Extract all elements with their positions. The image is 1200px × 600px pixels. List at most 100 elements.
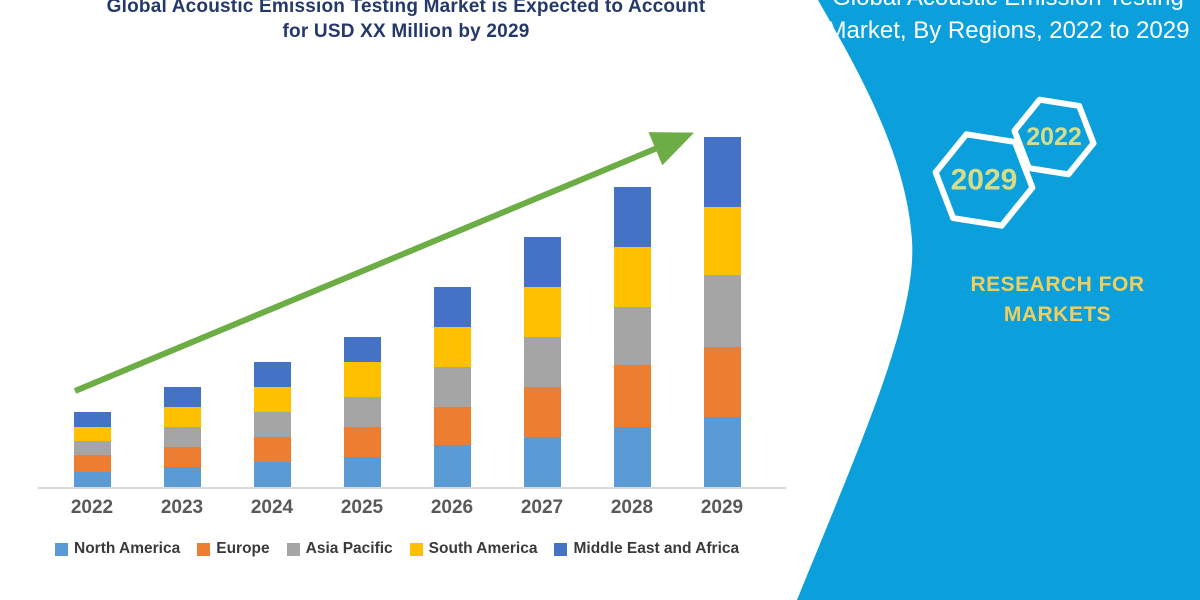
x-tick-label-2027: 2027 — [520, 497, 564, 518]
bar-segment-north-america — [613, 427, 651, 487]
x-tick-label-2025: 2025 — [340, 497, 384, 518]
chart-legend: North America Europe Asia Pacific South Ame… — [55, 540, 739, 558]
x-tick-label-2024: 2024 — [250, 497, 294, 518]
x-axis-labels: 2022 2023 2024 2025 2026 2027 2028 2029 — [47, 497, 767, 519]
stacked-bar-2025 — [343, 337, 381, 487]
x-tick-label-2026: 2026 — [430, 497, 474, 518]
legend-swatch — [286, 542, 300, 556]
bar-segment-middle-east-and-africa — [523, 237, 561, 287]
bar-segment-middle-east-and-africa — [703, 137, 741, 207]
bar-segment-south-america — [523, 287, 561, 337]
bar-segment-south-america — [703, 207, 741, 275]
bar-segment-north-america — [703, 417, 741, 487]
legend-label: Asia Pacific — [305, 540, 393, 557]
bar-segment-south-america — [253, 387, 291, 412]
bar-segment-south-america — [613, 247, 651, 307]
stacked-bar-2028 — [613, 187, 651, 487]
bar-column-2024 — [227, 60, 317, 487]
bar-segment-asia-pacific — [433, 367, 471, 407]
bar-segment-middle-east-and-africa — [433, 287, 471, 327]
x-axis-line — [38, 487, 786, 489]
bar-segment-middle-east-and-africa — [343, 337, 381, 362]
bar-segment-south-america — [73, 427, 111, 441]
bar-column-2026 — [407, 60, 497, 487]
legend-swatch — [55, 542, 68, 556]
stacked-bar-2029 — [703, 137, 741, 487]
brand-line2: MARKETS — [1003, 303, 1112, 326]
hexagon-badge-2022: 2022 — [1011, 96, 1097, 178]
bar-segment-north-america — [343, 457, 381, 487]
bar-segment-middle-east-and-africa — [253, 362, 291, 387]
bar-segment-south-america — [163, 407, 201, 427]
legend-swatch — [409, 542, 423, 556]
plot-area — [47, 60, 767, 487]
bar-segment-north-america — [433, 444, 471, 487]
hexagon-outline — [1011, 96, 1097, 178]
hexagon-badge-2029: 2029 — [932, 131, 1036, 229]
bar-segment-north-america — [73, 472, 111, 487]
bar-segment-asia-pacific — [703, 274, 741, 347]
stacked-bar-2024 — [253, 362, 291, 487]
bar-segment-europe — [343, 427, 381, 457]
panel-title: Global Acoustic Emission Testing Market,… — [822, 0, 1194, 47]
bar-segment-middle-east-and-africa — [163, 387, 201, 407]
bar-column-2029 — [677, 60, 767, 487]
stacked-bar-2023 — [163, 387, 201, 487]
bar-segment-middle-east-and-africa — [613, 187, 651, 247]
legend-item-asia-pacific: Asia Pacific — [286, 540, 393, 558]
bar-segment-middle-east-and-africa — [73, 412, 111, 427]
bar-segment-asia-pacific — [343, 397, 381, 427]
bar-segment-europe — [433, 407, 471, 445]
legend-label: North America — [74, 540, 181, 557]
cyan-wave-path — [797, 0, 1200, 600]
stacked-bar-2026 — [433, 287, 471, 487]
bar-column-2028 — [587, 60, 677, 487]
bar-segment-europe — [613, 364, 651, 427]
hexagon-badges: 2029 2022 — [932, 96, 1097, 229]
bar-segment-north-america — [163, 467, 201, 487]
panel-title-line2: Market, By Regions, 2022 to 2029 — [826, 17, 1190, 44]
bar-segment-europe — [73, 454, 111, 472]
bar-segment-europe — [253, 437, 291, 462]
brand-line1: RESEARCH FOR — [970, 273, 1145, 296]
legend-swatch — [197, 542, 211, 556]
brand-text: RESEARCH FOR MARKETS — [935, 270, 1180, 330]
legend-swatch — [554, 542, 568, 556]
bar-segment-asia-pacific — [253, 412, 291, 437]
legend-item-north-america: North America — [55, 540, 180, 558]
legend-label: Europe — [216, 540, 270, 557]
hexagon-label-2022: 2022 — [1026, 123, 1082, 151]
stacked-bar-2022 — [73, 412, 111, 487]
x-tick-label-2029: 2029 — [700, 497, 744, 518]
bar-segment-europe — [523, 387, 561, 437]
bar-segment-asia-pacific — [163, 427, 201, 447]
x-tick-label-2028: 2028 — [610, 497, 654, 518]
bar-column-2025 — [317, 60, 407, 487]
chart-title-line1: Global Acoustic Emission Testing Market … — [106, 0, 706, 17]
bar-segment-north-america — [253, 462, 291, 487]
bar-segment-south-america — [343, 362, 381, 397]
bar-segment-europe — [703, 347, 741, 417]
legend-label: Middle East and Africa — [573, 540, 740, 557]
bar-segment-asia-pacific — [523, 337, 561, 387]
legend-label: South America — [428, 540, 538, 557]
stacked-bar-2027 — [523, 237, 561, 487]
chart-title-line2: for USD XX Million by 2029 — [282, 21, 530, 42]
bar-column-2027 — [497, 60, 587, 487]
bar-column-2022 — [47, 60, 137, 487]
legend-item-middle-east-and-africa: Middle East and Africa — [554, 540, 739, 558]
hexagon-label-2029: 2029 — [951, 164, 1018, 197]
legend-item-europe: Europe — [197, 540, 270, 558]
chart-title: Global Acoustic Emission Testing Market … — [0, 0, 812, 44]
hexagon-outline — [932, 131, 1036, 229]
x-tick-label-2023: 2023 — [160, 497, 204, 518]
panel-title-line1: Global Acoustic Emission Testing — [822, 0, 1194, 14]
bar-segment-north-america — [523, 437, 561, 487]
bar-column-2023 — [137, 60, 227, 487]
bar-segment-asia-pacific — [613, 307, 651, 365]
bar-segment-asia-pacific — [73, 441, 111, 455]
legend-item-south-america: South America — [409, 540, 538, 558]
bar-segment-south-america — [433, 327, 471, 367]
x-tick-label-2022: 2022 — [70, 497, 114, 518]
